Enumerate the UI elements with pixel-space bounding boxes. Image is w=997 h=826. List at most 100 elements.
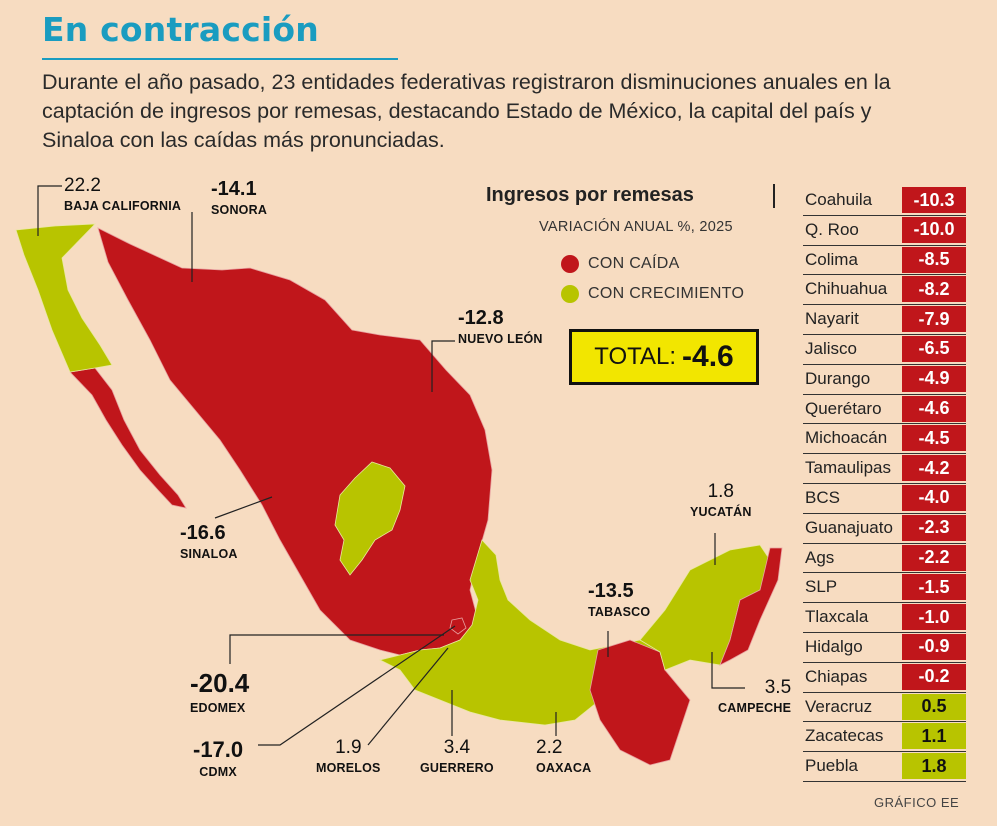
- label-cdmx: -17.0 CDMX: [193, 737, 244, 779]
- table-row: Michoacán -4.5: [803, 424, 966, 455]
- leader-baja-california: [37, 185, 62, 236]
- state-name: Ags: [805, 547, 835, 567]
- table-row: Colima -8.5: [803, 246, 966, 276]
- state-value: -8.5: [902, 246, 966, 273]
- state-name: Chiapas: [805, 666, 868, 686]
- state-name: Querétaro: [805, 398, 882, 418]
- label-edomex: -20.4 EDOMEX: [190, 668, 250, 715]
- state-value: -2.3: [902, 514, 966, 541]
- state-value: -4.5: [902, 425, 966, 452]
- state-name: Puebla: [805, 756, 858, 776]
- table-row: Tamaulipas -4.2: [803, 454, 966, 484]
- state-value: 1.8: [902, 753, 966, 780]
- table-row: SLP -1.5: [803, 573, 966, 604]
- state-name: Tamaulipas: [805, 458, 891, 478]
- state-name: Zacatecas: [805, 726, 884, 746]
- label-oaxaca: 2.2 OAXACA: [536, 737, 592, 775]
- growth-dot-icon: [561, 285, 579, 303]
- leader-cdmx: [258, 625, 456, 746]
- label-baja-california: 22.2 BAJA CALIFORNIA: [64, 175, 182, 213]
- state-name: Chihuahua: [805, 279, 888, 299]
- table-row: Chiapas -0.2: [803, 663, 966, 693]
- legend-title: Ingresos por remesas: [486, 184, 694, 206]
- label-yucatan: 1.8 YUCATÁN: [690, 481, 752, 519]
- table-row: Coahuila -10.3: [803, 186, 966, 216]
- state-value: 0.5: [902, 693, 966, 720]
- state-value: -7.9: [902, 306, 966, 333]
- table-row: Jalisco -6.5: [803, 335, 966, 365]
- state-value: -4.9: [902, 365, 966, 392]
- subtitle: Durante el año pasado, 23 entidades fede…: [42, 70, 891, 152]
- total-label: TOTAL:: [594, 343, 677, 370]
- bcs-shape: [69, 367, 187, 509]
- leader-nuevo-leon: [431, 340, 455, 392]
- leader-morelos: [367, 647, 449, 746]
- table-row: Zacatecas 1.1: [803, 722, 966, 753]
- label-morelos: 1.9 MORELOS: [316, 737, 381, 775]
- credit: GRÁFICO EE: [874, 795, 960, 810]
- zacatecas-shape: [334, 461, 406, 576]
- table-row: Veracruz 0.5: [803, 693, 966, 723]
- quintana-roo-shape: [719, 547, 783, 666]
- state-value: -0.2: [902, 663, 966, 690]
- label-guerrero: 3.4 GUERRERO: [420, 737, 494, 775]
- state-value: -4.2: [902, 455, 966, 482]
- label-nuevo-leon: -12.8 NUEVO LEÓN: [458, 307, 543, 346]
- table-row: Tlaxcala -1.0: [803, 603, 966, 633]
- state-name: Guanajuato: [805, 517, 893, 537]
- leader-edomex: [229, 634, 444, 664]
- state-name: Nayarit: [805, 309, 859, 329]
- baja-california-shape: [15, 223, 113, 373]
- state-name: Coahuila: [805, 190, 873, 209]
- state-value: 1.1: [902, 723, 966, 750]
- state-name: Michoacán: [805, 428, 888, 448]
- table-row: Guanajuato -2.3: [803, 514, 966, 544]
- leader-campeche: [711, 652, 745, 689]
- legend-divider: [773, 184, 775, 208]
- state-name: Q. Roo: [805, 219, 859, 239]
- state-name: Colima: [805, 249, 858, 269]
- title-underline: [42, 58, 398, 60]
- table-row: Puebla 1.8: [803, 752, 966, 782]
- label-sonora: -14.1 SONORA: [211, 178, 268, 217]
- states-table: Coahuila -10.3 Q. Roo -10.0 Colima -8.5 Chihua…: [803, 186, 966, 782]
- state-value: -1.5: [902, 574, 966, 601]
- legend-subtitle: VARIACIÓN ANUAL %, 2025: [539, 219, 733, 235]
- state-name: Veracruz: [805, 696, 873, 716]
- label-campeche: 3.5 CAMPECHE: [718, 677, 792, 715]
- state-name: Durango: [805, 368, 871, 388]
- table-row: Hidalgo -0.9: [803, 633, 966, 663]
- chiapas-tabasco-shape: [589, 639, 691, 766]
- state-name: BCS: [805, 487, 840, 507]
- state-name: Jalisco: [805, 338, 857, 358]
- table-row: BCS -4.0: [803, 484, 966, 514]
- state-value: -10.0: [902, 216, 966, 243]
- cdmx-shape: [449, 617, 467, 635]
- table-row: Ags -2.2: [803, 544, 966, 574]
- state-name: Tlaxcala: [805, 607, 869, 627]
- table-row: Durango -4.9: [803, 365, 966, 395]
- state-name: SLP: [805, 577, 838, 597]
- decline-dot-icon: [561, 255, 579, 273]
- mainland-shape: [97, 227, 493, 656]
- state-name: Hidalgo: [805, 636, 863, 656]
- state-value: -2.2: [902, 544, 966, 571]
- state-value: -6.5: [902, 335, 966, 362]
- state-value: -0.9: [902, 633, 966, 660]
- total-box: TOTAL: -4.6: [569, 329, 759, 385]
- table-row: Chihuahua -8.2: [803, 275, 966, 306]
- state-value: -8.2: [902, 276, 966, 303]
- table-row: Nayarit -7.9: [803, 305, 966, 335]
- state-value: -10.3: [902, 187, 966, 213]
- table-row: Querétaro -4.6: [803, 395, 966, 425]
- state-value: -1.0: [902, 604, 966, 631]
- label-tabasco: -13.5 TABASCO: [588, 580, 651, 619]
- leader-sinaloa: [214, 496, 273, 519]
- label-sinaloa: -16.6 SINALOA: [180, 522, 238, 561]
- page-title: En contracción: [42, 10, 319, 49]
- southern-green-shape: [378, 539, 661, 726]
- state-value: -4.6: [902, 395, 966, 422]
- total-value: -4.6: [682, 340, 734, 373]
- state-value: -4.0: [902, 484, 966, 511]
